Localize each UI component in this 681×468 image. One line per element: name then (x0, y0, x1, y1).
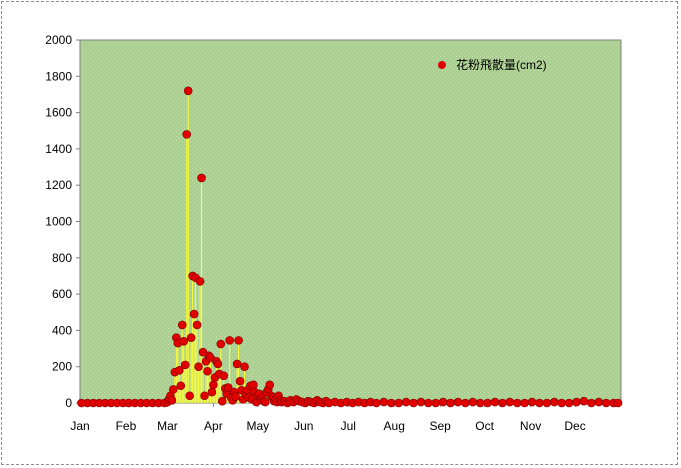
data-point (197, 173, 206, 183)
y-tick-label: 400 (52, 323, 72, 337)
data-point (186, 333, 196, 342)
data-point (379, 397, 389, 407)
data-point (401, 397, 411, 407)
x-tick-label: Mar (157, 419, 178, 433)
data-point (542, 398, 552, 408)
data-point (175, 366, 184, 375)
x-tick-label: May (247, 419, 270, 433)
data-point (498, 398, 507, 408)
data-point (207, 387, 217, 397)
data-point (483, 398, 492, 408)
data-point (232, 359, 242, 369)
data-point (219, 371, 229, 381)
y-axis-ticks: 0 200 400 600 800 1000 1200 1400 1600 1800 2000 (45, 33, 80, 410)
data-point (535, 398, 544, 408)
data-points (77, 86, 623, 408)
data-point (217, 396, 227, 406)
data-point (183, 86, 193, 96)
x-tick-label: Apr (204, 419, 223, 433)
data-point (372, 398, 381, 408)
y-tick-label: 2000 (45, 33, 72, 47)
data-point (386, 398, 396, 408)
data-point (601, 398, 611, 408)
data-point (194, 362, 203, 372)
data-point (475, 398, 485, 408)
data-point (527, 397, 537, 407)
data-point (235, 376, 245, 386)
data-point (223, 383, 233, 392)
data-point (209, 380, 218, 390)
data-point (216, 339, 226, 349)
x-tick-label: Sep (429, 419, 451, 433)
data-point (176, 381, 186, 391)
data-point (213, 359, 223, 369)
y-tick-label: 200 (52, 360, 72, 374)
y-tick-label: 600 (52, 287, 72, 301)
data-point (572, 397, 581, 407)
data-point (185, 391, 194, 401)
data-point (505, 397, 515, 407)
data-point (446, 398, 455, 408)
data-point (231, 392, 240, 401)
data-point (579, 396, 589, 406)
data-point (179, 336, 189, 346)
data-point (203, 366, 212, 376)
plot-area (79, 39, 622, 404)
data-point (512, 398, 522, 408)
data-point (195, 277, 205, 286)
x-tick-label: Jul (341, 419, 356, 433)
data-point (409, 398, 418, 408)
data-point (453, 397, 463, 407)
data-point (557, 398, 567, 408)
data-point (564, 398, 574, 408)
data-point (265, 380, 275, 390)
y-tick-label: 0 (65, 396, 72, 410)
x-tick-label: Jun (294, 419, 313, 433)
legend: 花粉飛散量(cm2) (438, 57, 547, 72)
x-tick-label: Jan (70, 419, 89, 433)
data-point (461, 398, 470, 408)
data-point (192, 320, 202, 330)
x-axis-ticks: Jan Feb Mar Apr May Jun Jul Aug Sep Oct Nov Dec (70, 403, 586, 433)
data-point (225, 336, 235, 345)
y-tick-label: 1200 (45, 178, 72, 192)
data-point (189, 309, 199, 319)
data-point (594, 397, 604, 407)
data-point (416, 397, 426, 407)
x-tick-label: Feb (116, 419, 137, 433)
data-point (200, 391, 209, 401)
data-point (182, 130, 192, 139)
data-point (490, 397, 500, 407)
y-tick-label: 1600 (45, 106, 72, 120)
data-point (240, 362, 249, 372)
data-point (438, 397, 448, 407)
data-point (520, 398, 529, 408)
legend-marker (438, 61, 446, 69)
data-point (468, 397, 478, 407)
data-point (431, 398, 441, 408)
data-point (550, 397, 559, 407)
x-tick-label: Oct (475, 419, 494, 433)
x-tick-label: Aug (384, 419, 405, 433)
y-tick-label: 1400 (45, 142, 72, 156)
legend-label: 花粉飛散量(cm2) (456, 57, 547, 72)
data-point (587, 398, 596, 408)
data-point (260, 397, 270, 407)
x-tick-label: Nov (520, 419, 541, 433)
data-point (180, 360, 190, 370)
y-tick-label: 1000 (45, 215, 72, 229)
data-point (167, 395, 177, 405)
data-point (169, 385, 178, 394)
data-point (177, 320, 187, 330)
data-point (249, 380, 258, 390)
data-point (613, 398, 623, 408)
x-tick-label: Dec (564, 419, 585, 433)
data-point (394, 398, 403, 408)
y-tick-label: 800 (52, 251, 72, 265)
y-tick-label: 1800 (45, 69, 72, 83)
data-point (234, 336, 243, 345)
data-point (424, 398, 433, 408)
